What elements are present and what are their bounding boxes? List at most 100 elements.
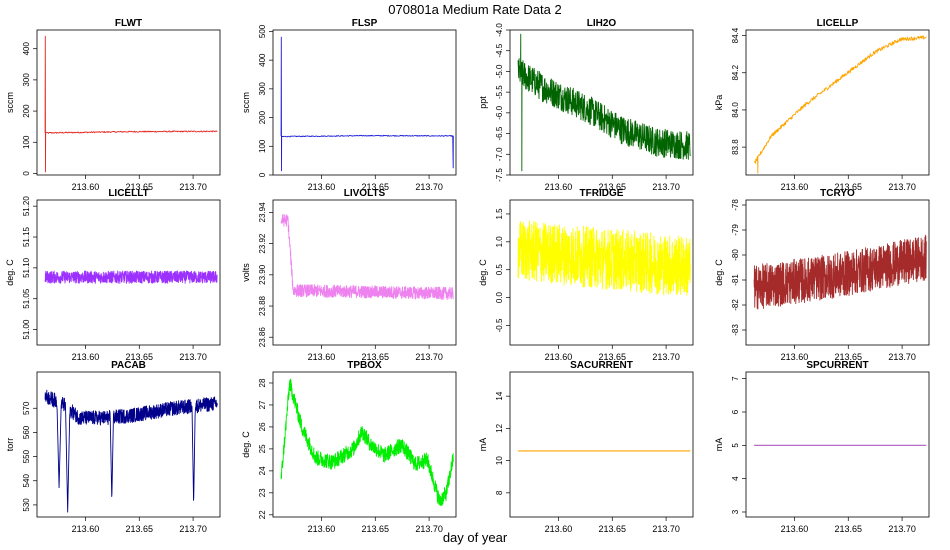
- series-line: [280, 214, 454, 301]
- y-tick-label: 83.8: [731, 139, 740, 155]
- y-tick-label: -5.5: [495, 85, 504, 99]
- y-tick-label: 4: [731, 476, 740, 481]
- y-tick-label: 23: [258, 488, 267, 497]
- y-tick-label: 23.92: [258, 233, 267, 254]
- x-tick-label: 213.65: [361, 352, 389, 362]
- y-axis-label: deg. C: [478, 259, 488, 286]
- panel-title: FLWT: [115, 18, 142, 29]
- y-tick-label: 23.86: [258, 327, 267, 348]
- y-tick-label: -5.0: [495, 64, 504, 78]
- x-tick-label: 213.70: [415, 524, 443, 534]
- y-tick-label: 27: [258, 400, 267, 409]
- y-tick-label: 10: [495, 456, 504, 465]
- y-tick-label: 51.10: [22, 257, 31, 278]
- y-tick-label: -6.5: [495, 126, 504, 140]
- y-axis-label: sccm: [241, 92, 251, 113]
- plot-frame: [36, 199, 221, 346]
- y-tick-label: 0.5: [495, 264, 504, 276]
- series-line: [44, 270, 218, 284]
- panel-title: TCRYO: [820, 188, 855, 199]
- y-tick-label: 200: [258, 110, 267, 124]
- x-tick-label: 213.60: [72, 352, 100, 362]
- y-tick-label: -78: [731, 199, 740, 211]
- panel-licellt: LICELLT 213.60 213.65 213.70 51.00 51.05 51.10…: [5, 188, 221, 362]
- y-tick-label: 23.90: [258, 264, 267, 285]
- x-tick-label: 213.65: [125, 182, 153, 192]
- y-tick-label: 0: [258, 172, 267, 177]
- series-line: [280, 36, 454, 172]
- y-tick-label: -79: [731, 224, 740, 236]
- y-tick-label: 200: [22, 104, 31, 118]
- series-line: [44, 35, 218, 173]
- y-tick-label: 12: [495, 423, 504, 432]
- plot-frame: [36, 29, 221, 176]
- y-axis-label: deg. C: [241, 431, 251, 458]
- y-axis-label: deg. C: [714, 259, 724, 286]
- x-tick-label: 213.65: [125, 524, 153, 534]
- y-tick-label: -7.0: [495, 147, 504, 161]
- x-tick-label: 213.70: [652, 182, 680, 192]
- x-tick-label: 213.60: [545, 182, 573, 192]
- y-axis-label: mA: [478, 438, 488, 452]
- y-tick-label: 8: [495, 490, 504, 495]
- panel-title: LIH2O: [587, 18, 617, 29]
- panel-title: PACAB: [111, 360, 146, 371]
- x-tick-label: 213.60: [545, 524, 573, 534]
- plot-frame: [272, 199, 457, 346]
- y-tick-label: -7.5: [495, 168, 504, 182]
- y-tick-label: -0.5: [495, 318, 504, 332]
- x-tick-label: 213.70: [888, 524, 916, 534]
- y-tick-label: 540: [22, 474, 31, 488]
- panel-tfridge: TFRIDGE 213.60 213.65 213.70 -0.5 0.0 0.5 1.0 1.…: [478, 188, 694, 362]
- plot-frame: [509, 199, 694, 346]
- y-tick-label: 24: [258, 466, 267, 475]
- x-tick-label: 213.60: [308, 524, 336, 534]
- y-tick-label: 0: [22, 171, 31, 176]
- x-tick-label: 213.65: [598, 182, 626, 192]
- x-tick-label: 213.60: [308, 182, 336, 192]
- y-tick-label: 23.88: [258, 295, 267, 316]
- series-line: [44, 389, 218, 513]
- panel-title: TPBOX: [347, 360, 382, 371]
- x-tick-label: 213.60: [308, 352, 336, 362]
- x-tick-label: 213.70: [888, 352, 916, 362]
- y-tick-label: -4.0: [495, 23, 504, 37]
- y-axis-label: torr: [5, 438, 15, 452]
- plot-frame: [745, 199, 930, 346]
- y-axis-label: ppt: [478, 96, 488, 109]
- x-tick-label: 213.65: [361, 182, 389, 192]
- y-tick-label: 84.0: [731, 102, 740, 118]
- panel-title: TFRIDGE: [580, 188, 624, 199]
- y-axis-label: volts: [241, 263, 251, 282]
- panel-pacab: PACAB 213.60 213.65 213.70 530 540 550 560 570 to…: [5, 360, 221, 534]
- plot-frame: [36, 371, 221, 518]
- x-tick-label: 213.65: [125, 352, 153, 362]
- y-tick-label: 500: [258, 24, 267, 38]
- y-tick-label: 28: [258, 378, 267, 387]
- plot-frame: [272, 29, 457, 176]
- x-tick-label: 213.70: [652, 352, 680, 362]
- y-tick-label: 530: [22, 498, 31, 512]
- y-tick-label: 5: [731, 443, 740, 448]
- series-line: [517, 33, 691, 172]
- y-tick-label: 23.94: [258, 202, 267, 223]
- y-tick-label: 6: [731, 409, 740, 414]
- y-tick-label: 100: [22, 135, 31, 149]
- panel-sacurrent: SACURRENT 213.60 213.65 213.70 8 10 12 14 mA: [478, 360, 694, 534]
- panel-title: FLSP: [352, 18, 378, 29]
- y-tick-label: 51.15: [22, 226, 31, 247]
- y-tick-label: 300: [258, 82, 267, 96]
- x-axis-label: day of year: [442, 530, 508, 545]
- y-tick-label: -4.5: [495, 43, 504, 57]
- x-tick-label: 213.65: [834, 182, 862, 192]
- x-tick-label: 213.60: [72, 524, 100, 534]
- x-tick-label: 213.65: [598, 524, 626, 534]
- y-tick-label: 22: [258, 510, 267, 519]
- plot-frame: [745, 371, 930, 518]
- panel-flsp: FLSP 213.60 213.65 213.70 0 100 200 300 400 500 sc…: [241, 18, 457, 192]
- y-tick-label: 51.20: [22, 196, 31, 217]
- panel-livolts: LIVOLTS 213.60 213.65 213.70 23.86 23.88 23.90…: [241, 188, 457, 362]
- panel-spcurrent: SPCURRENT 213.60 213.65 213.70 3 4 5 6 7 mA: [714, 360, 930, 534]
- x-tick-label: 213.70: [652, 524, 680, 534]
